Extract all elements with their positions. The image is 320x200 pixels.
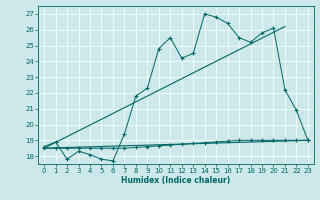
X-axis label: Humidex (Indice chaleur): Humidex (Indice chaleur) xyxy=(121,176,231,185)
